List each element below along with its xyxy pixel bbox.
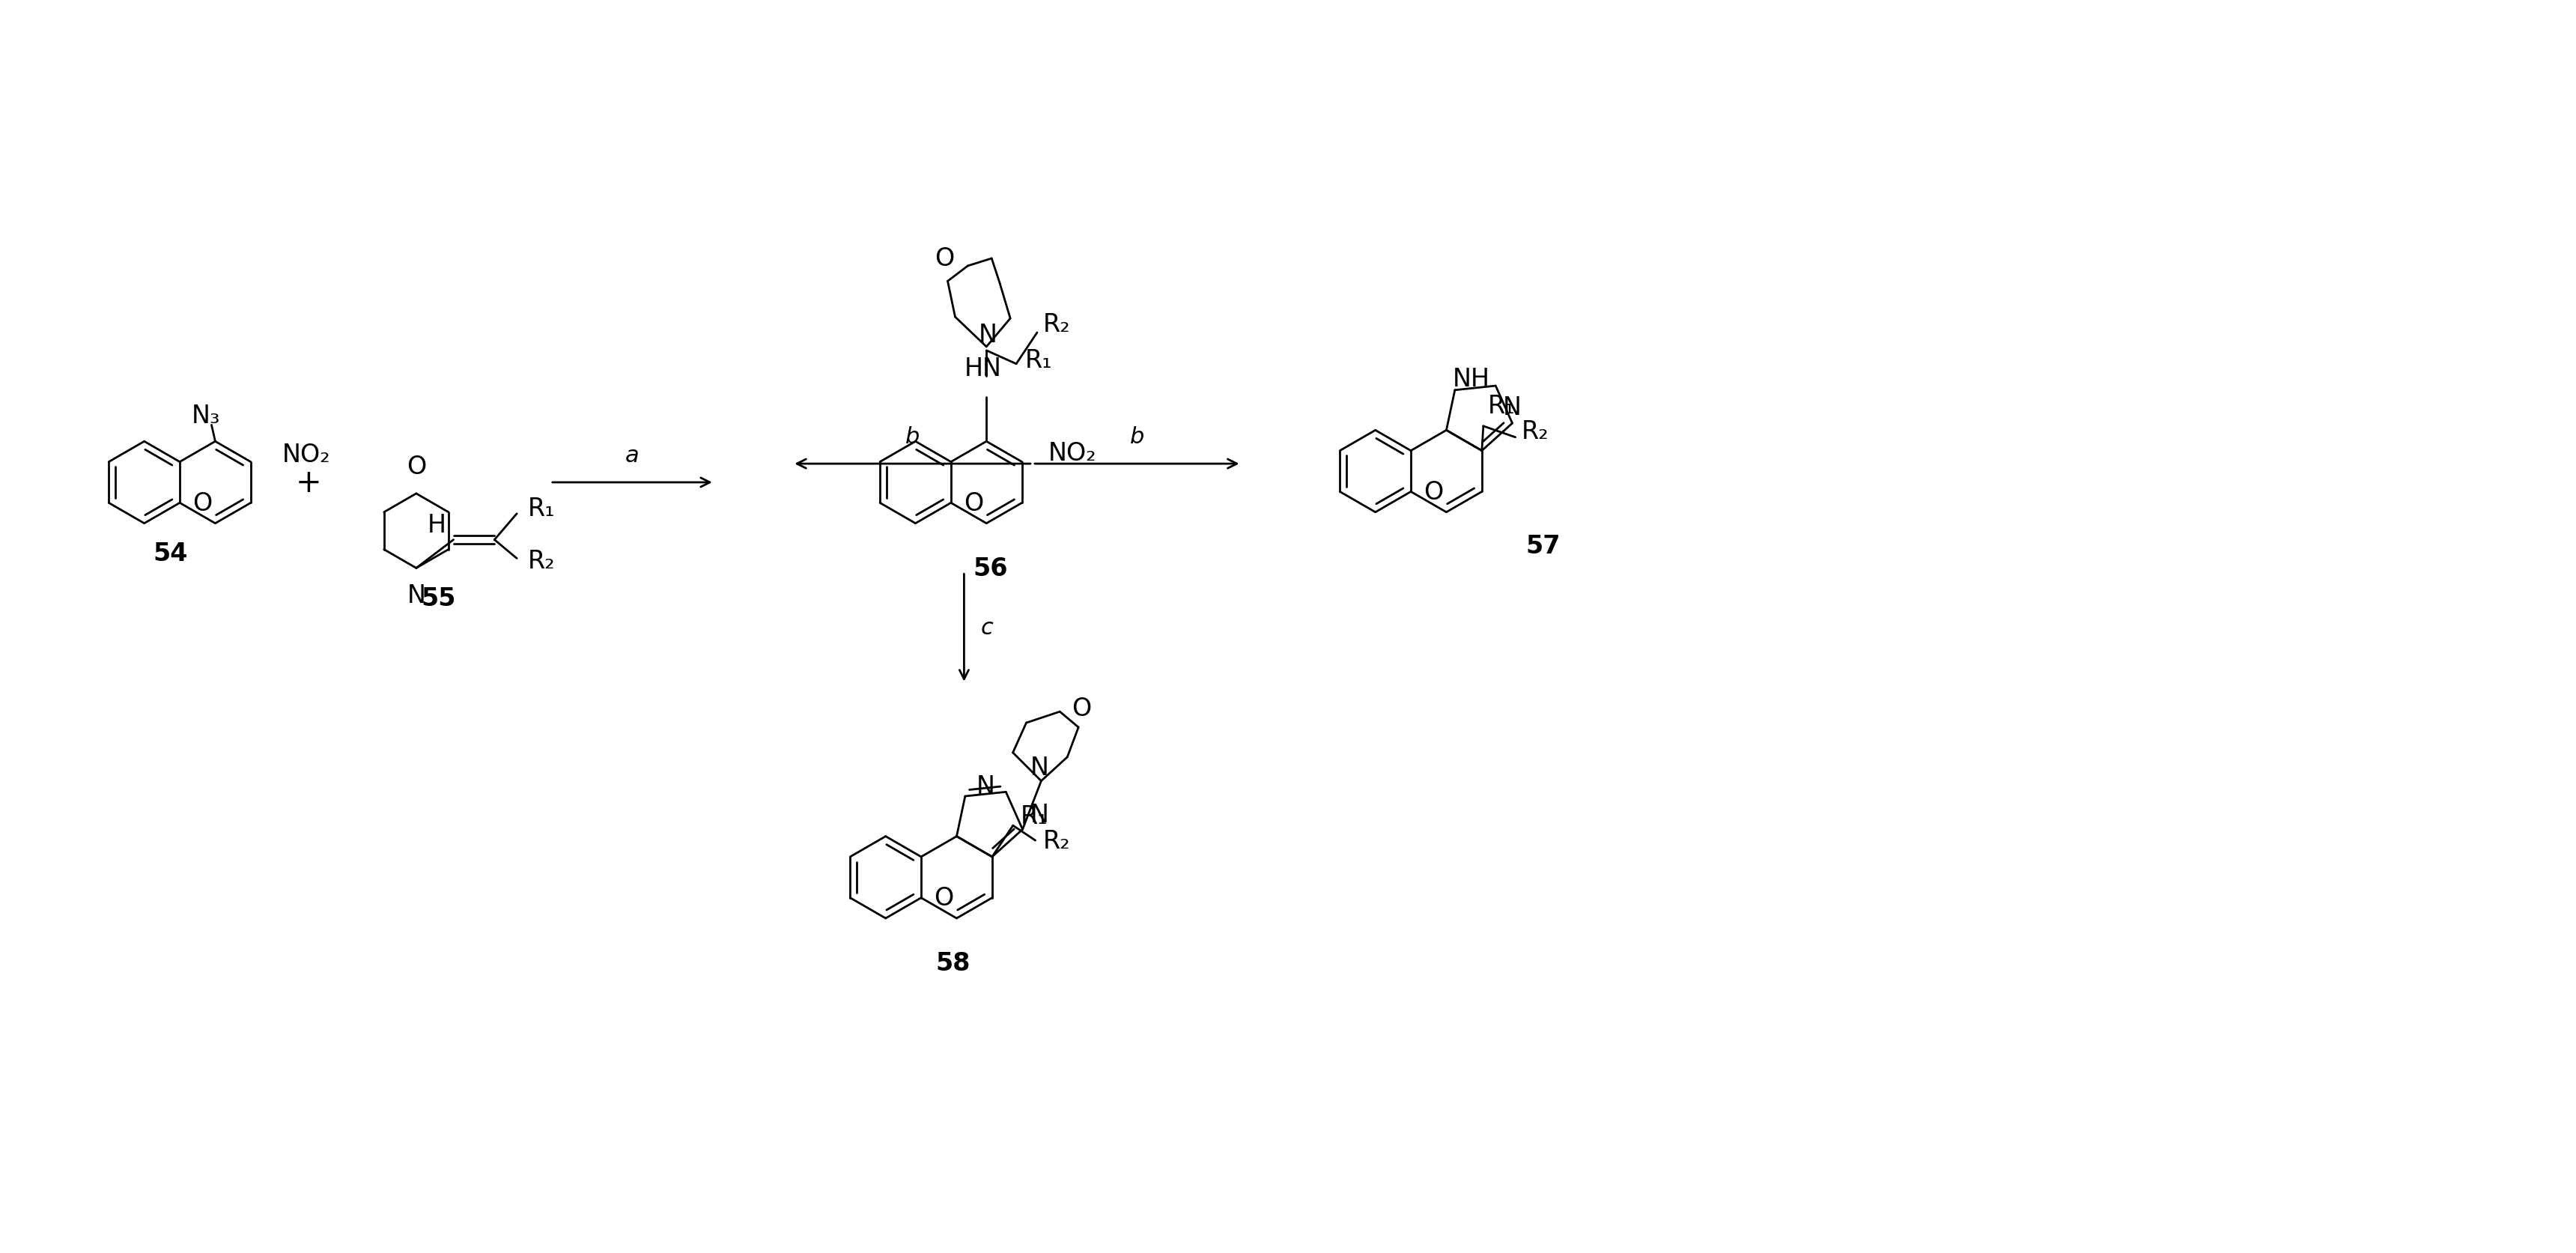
Text: O: O	[963, 491, 984, 515]
Text: +: +	[296, 467, 322, 499]
Text: b: b	[1128, 426, 1144, 447]
Text: R₂: R₂	[528, 549, 556, 574]
Text: R₁: R₁	[528, 496, 556, 521]
Text: R₁: R₁	[1020, 803, 1048, 828]
Text: O: O	[933, 886, 953, 911]
Text: NO₂: NO₂	[1048, 441, 1095, 466]
Text: R₁: R₁	[1486, 393, 1515, 419]
Text: R₂: R₂	[1043, 828, 1069, 853]
Text: H: H	[428, 512, 446, 538]
Text: 54: 54	[152, 541, 188, 566]
Text: b: b	[904, 426, 920, 447]
Text: O: O	[407, 455, 425, 479]
Text: O: O	[1072, 695, 1092, 720]
Text: 55: 55	[420, 586, 456, 610]
Text: N: N	[979, 323, 997, 347]
Text: O: O	[193, 491, 211, 515]
Text: R₂: R₂	[1043, 312, 1069, 337]
Text: c: c	[981, 618, 992, 639]
Text: NO₂: NO₂	[281, 442, 330, 467]
Text: 58: 58	[935, 951, 971, 976]
Text: N: N	[1502, 395, 1522, 420]
Text: N: N	[1030, 756, 1048, 781]
Text: HN: HN	[963, 356, 1002, 381]
Text: N: N	[407, 584, 425, 608]
Text: R₁: R₁	[1025, 348, 1051, 373]
Text: a: a	[626, 445, 639, 466]
Text: 57: 57	[1525, 534, 1561, 559]
Text: 56: 56	[974, 556, 1007, 580]
Text: NH: NH	[1453, 366, 1489, 391]
Text: N₃: N₃	[191, 403, 222, 429]
Text: R₂: R₂	[1520, 420, 1548, 444]
Text: N: N	[976, 774, 994, 798]
Text: N: N	[1030, 802, 1048, 827]
Text: O: O	[1422, 480, 1443, 505]
Text: O: O	[935, 247, 953, 272]
